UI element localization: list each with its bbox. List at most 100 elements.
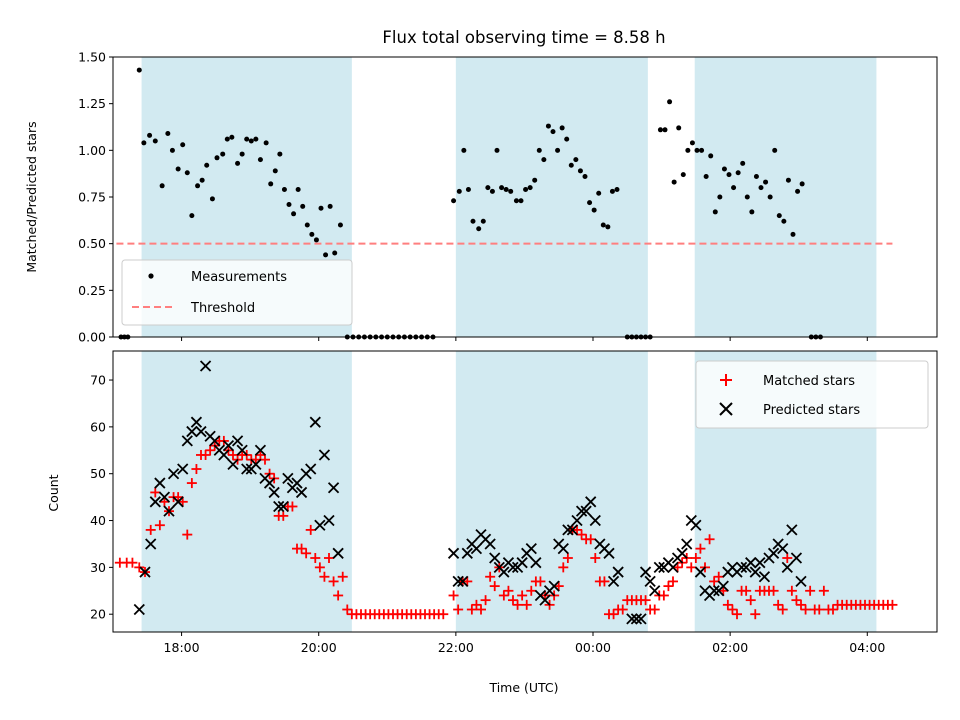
observing-window-1 [141,351,352,632]
matched-star-point [333,590,344,601]
matched-star-point [173,492,184,503]
matched-star-point [745,595,756,606]
measurement-point [600,222,606,228]
legend-measurements-label: Measurements [191,270,287,285]
predicted-star-point [626,613,638,625]
matched-star-point [127,557,138,568]
measurement-point [220,151,226,157]
predicted-star-point [653,561,665,574]
measurement-point [313,237,319,243]
measurement-point [465,187,471,193]
measurement-point [291,211,297,217]
matched-star-point [526,585,537,596]
measurement-point [494,147,500,153]
measurement-point [605,224,611,230]
measurement-point [559,125,565,131]
predicted-star-point [139,566,151,578]
predicted-star-point [681,538,693,550]
predicted-star-point [236,444,248,456]
matched-star-point [480,595,491,606]
observing-windows-top [141,57,877,337]
predicted-star-point [571,514,583,527]
measurement-point [731,185,737,191]
measurement-point [257,157,263,163]
measurement-point [300,203,306,209]
predicted-star-point [758,571,771,583]
count-y-tick-label: 50 [90,466,106,481]
legend-predicted-marker [719,402,733,416]
predicted-star-point [195,425,207,438]
predicted-star-point [163,505,175,517]
matched-star-point [814,604,825,615]
predicted-star-point [498,566,510,578]
matched-star-point [640,595,651,606]
matched-star-point [453,604,464,615]
matched-star-point [608,609,619,620]
observing-window-3 [694,57,877,337]
matched-star-point [466,604,477,615]
count-panel: 20 30 40 50 60 70 18:00 20:00 22:00 00:00 02:00 04:… [46,350,938,695]
legend-matched-marker [720,374,732,386]
ratio-panel: 0.00 0.25 0.50 0.75 1.00 1.25 1.50 Matched/Pre… [24,50,938,345]
matched-star-point [503,585,514,596]
predicted-star-point [516,557,528,569]
measurement-point [286,201,292,207]
measurement-point [165,131,171,137]
matched-star-point [438,609,449,620]
predicted-star-point [268,486,280,499]
matched-star-point [314,562,325,573]
measurement-point [513,198,519,204]
matched-star-point [205,445,216,456]
predicted-star-point [332,547,344,559]
measurement-point [790,231,796,237]
matched-star-point [512,599,523,610]
count-y-tick-label: 20 [90,607,106,622]
x-tick-label: 04:00 [849,640,885,655]
predicted-star-point [530,557,542,569]
matched-star-point [508,595,518,606]
predicted-star-point [295,486,308,499]
matched-star-point [750,609,761,620]
measurement-point [175,166,181,172]
ratio-y-tick-label: 0.75 [78,190,106,205]
measurement-point [499,185,505,191]
measurement-point [609,188,615,194]
matched-star-point [599,576,610,587]
measurement-point [550,129,556,135]
measurement-point [545,123,551,129]
matched-star-point [260,454,270,465]
predicted-star-point [649,585,661,597]
measurement-point [184,170,190,176]
ratio-y-tick-label: 0.25 [78,283,106,298]
predicted-star-point [452,575,464,588]
matched-star-point [887,599,898,610]
matched-star-point [324,553,334,564]
measurement-point [248,138,254,144]
measurement-point [272,168,278,174]
matched-star-point [686,562,697,573]
matched-star-point [800,604,811,615]
x-tick-label: 22:00 [438,640,474,655]
matched-star-point [585,534,596,545]
measurement-point [657,127,663,133]
matched-star-point [448,590,459,601]
measurement-point [763,179,769,185]
ratio-y-tick-label: 1.25 [78,96,106,111]
matched-star-point [535,576,546,587]
measurement-point [532,177,538,183]
matched-star-point [649,604,660,615]
predicted-star-point [557,543,569,555]
measurement-point [244,136,250,142]
predicted-star-point [181,435,193,447]
predicted-star-point [273,500,285,513]
predicted-star-point [305,463,317,475]
matched-star-point [617,604,628,615]
ratio-axes: 0.00 0.25 0.50 0.75 1.00 1.25 1.50 [78,50,938,345]
measurement-point [337,222,343,228]
measurement-point [541,157,547,163]
figure-title: Flux total observing time = 8.58 h [382,28,665,47]
predicted-star-point [603,547,615,559]
ratio-y-label: Matched/Predicted stars [24,121,39,272]
measurement-point [573,157,579,163]
predicted-star-point [790,552,803,564]
